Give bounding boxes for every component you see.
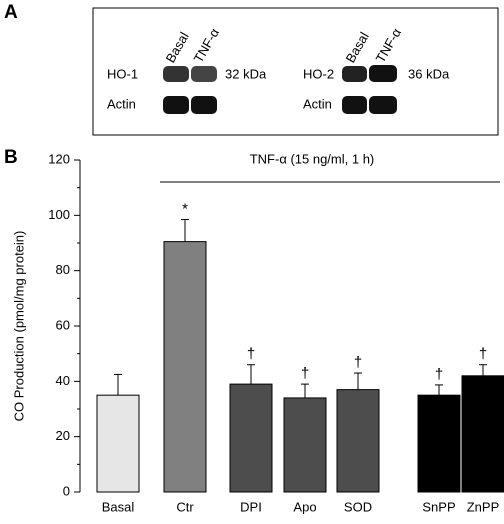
size-label: 36 kDa: [408, 66, 450, 81]
size-label: 32 kDa: [225, 66, 267, 81]
y-tick-label: 20: [56, 428, 70, 443]
x-tick-label: Basal: [102, 499, 135, 514]
x-tick-label: ZnPP: [467, 499, 500, 514]
y-tick-label: 100: [48, 207, 70, 222]
band: [342, 66, 367, 82]
significance-marker: †: [247, 346, 255, 363]
bar: [96, 394, 140, 493]
bar: [283, 397, 327, 493]
band: [369, 65, 397, 82]
y-tick-label: 120: [48, 151, 70, 166]
band: [191, 96, 217, 114]
blot-frame: [92, 7, 499, 136]
bar: [461, 375, 504, 493]
annotation: TNF-α (15 ng/ml, 1 h): [250, 151, 375, 166]
significance-marker: *: [182, 200, 188, 217]
y-tick-label: 0: [63, 483, 70, 498]
lane-label: TNF-α: [373, 25, 405, 65]
lane-label: Basal: [343, 29, 372, 65]
loading-label: Actin: [303, 96, 332, 111]
bar: [417, 394, 461, 493]
panel-label: A: [4, 2, 18, 23]
protein-label: HO-2: [303, 66, 334, 81]
lane-label: TNF-α: [191, 25, 223, 65]
band: [163, 66, 189, 82]
panel-label: B: [4, 147, 18, 168]
x-tick-label: SOD: [344, 499, 372, 514]
y-tick-label: 60: [56, 317, 70, 332]
significance-marker: †: [354, 354, 362, 371]
significance-marker: †: [435, 366, 443, 383]
band: [369, 96, 397, 114]
x-tick-label: DPI: [240, 499, 262, 514]
x-tick-label: Apo: [293, 499, 316, 514]
bar: [163, 241, 207, 493]
significance-marker: †: [301, 365, 309, 382]
loading-label: Actin: [107, 96, 136, 111]
bar: [336, 389, 380, 493]
x-tick-label: SnPP: [422, 499, 455, 514]
band: [163, 96, 189, 114]
band: [342, 96, 367, 114]
y-tick-label: 80: [56, 262, 70, 277]
x-tick-label: Ctr: [176, 499, 194, 514]
significance-marker: †: [479, 346, 487, 363]
y-tick-label: 40: [56, 373, 70, 388]
bar: [229, 383, 273, 493]
protein-label: HO-1: [107, 66, 138, 81]
band: [191, 66, 217, 82]
y-axis-label: CO Production (pmol/mg protein): [11, 231, 26, 422]
lane-label: Basal: [163, 29, 192, 65]
